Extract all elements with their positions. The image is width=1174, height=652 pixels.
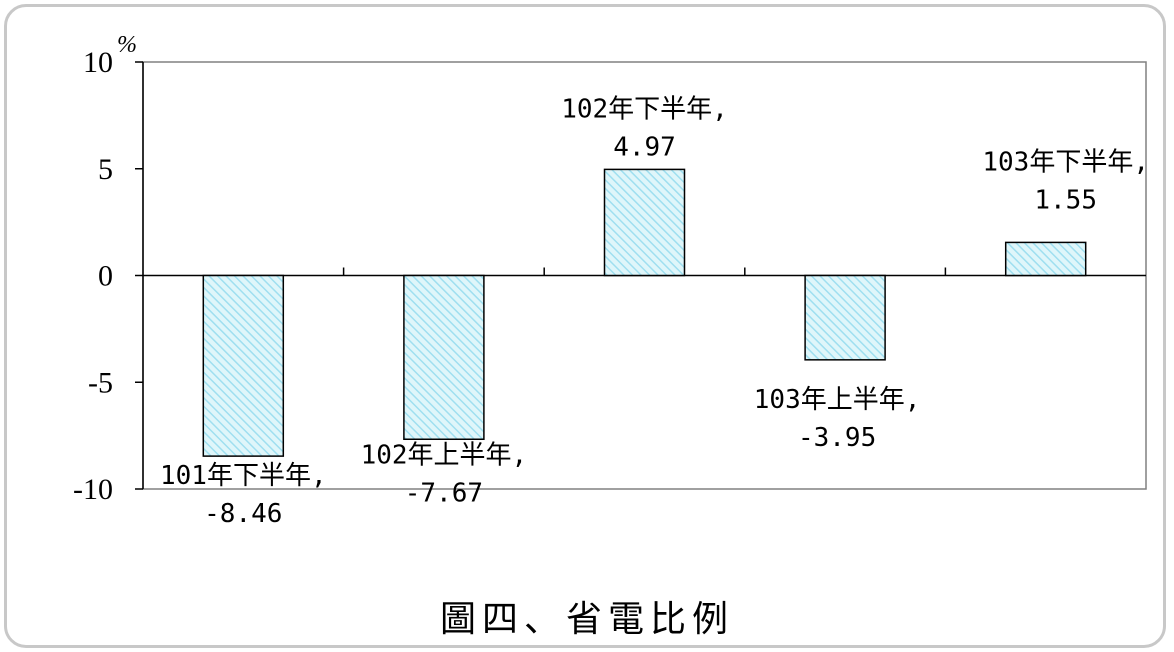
bar [403,274,485,441]
bar [1004,241,1087,277]
figure-caption: 圖四、省電比例 [439,599,734,640]
y-tick-label: -10 [73,473,113,506]
y-unit-label: % [117,32,137,58]
y-tick-label: -5 [88,366,113,399]
y-axis: 10 5 0 -5 -10% [73,32,144,506]
data-label-value: 1.55 [1034,185,1097,215]
bar [202,274,285,457]
data-label-value: 4.97 [613,132,676,162]
bar-chart: 10 5 0 -5 -10% 101年下半年, -8.46 102年上半年, -7.67 102… [73,32,1149,529]
y-tick-label: 10 [83,46,113,79]
data-labels: 101年下半年, -8.46 102年上半年, -7.67 102年下半年, 4.97 10… [160,94,1149,529]
bars [202,168,1087,457]
data-label-category: 102年下半年, [561,94,728,124]
chart-frame [4,4,1166,648]
data-label-category: 101年下半年, [160,461,327,491]
data-label-category: 103年上半年, [754,385,921,415]
data-label-category: 102年上半年, [361,440,528,470]
data-label-value: -8.46 [204,499,282,529]
y-tick-label: 0 [98,260,113,293]
bar [603,168,686,277]
y-tick-label: 5 [98,153,113,186]
bar [804,274,886,361]
data-label-value: -3.95 [798,423,876,453]
data-label-value: -7.67 [405,478,483,508]
data-label-category: 103年下半年, [982,147,1149,177]
